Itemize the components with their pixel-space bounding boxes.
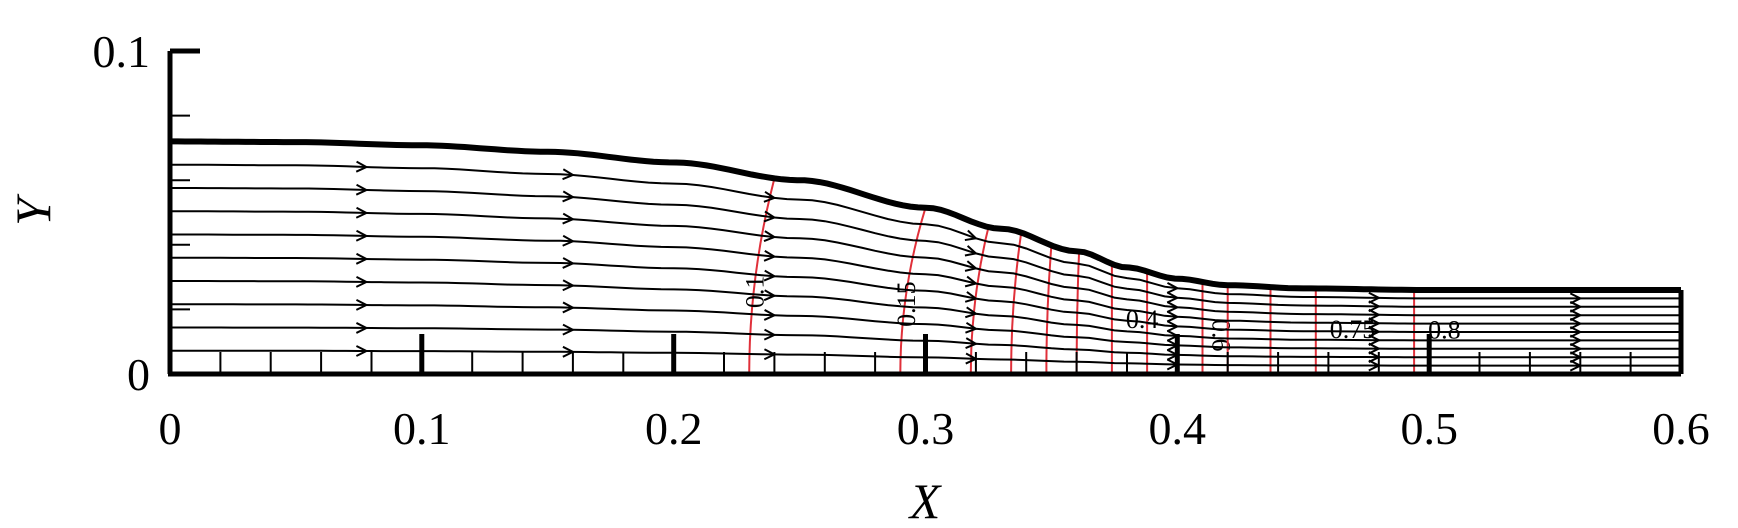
flow-arrow	[355, 275, 369, 288]
flow-arrow	[964, 275, 979, 288]
ticks-layer	[167, 48, 1684, 374]
flow-arrow	[1569, 334, 1583, 347]
wall-profile	[170, 138, 1681, 293]
flow-arrow	[562, 212, 576, 225]
flow-arrow	[1368, 300, 1382, 313]
flow-arrow	[1569, 309, 1583, 322]
flow-arrow	[355, 160, 369, 173]
flow-arrow	[763, 250, 777, 262]
wall-layer	[170, 138, 1681, 293]
flow-arrow	[965, 321, 979, 334]
flow-arrow	[964, 306, 979, 319]
x-tick-label: 0	[159, 403, 182, 454]
flow-arrow	[1368, 325, 1382, 338]
streamline	[170, 256, 1681, 333]
flow-arrow	[562, 234, 576, 247]
streamline	[170, 187, 1681, 308]
flow-arrow	[562, 279, 576, 292]
flow-arrow	[965, 337, 979, 350]
flow-arrow	[1368, 291, 1382, 304]
flow-arrow	[355, 229, 369, 242]
flow-arrow	[562, 323, 576, 336]
flow-arrow	[763, 190, 777, 203]
flow-arrow	[1569, 342, 1583, 355]
y-axis-title: Y	[5, 193, 61, 226]
flow-arrow	[562, 345, 576, 358]
flow-arrow	[1569, 300, 1583, 313]
flow-arrow	[964, 291, 979, 303]
flow-arrow	[355, 252, 369, 265]
flow-arrow	[1166, 320, 1180, 333]
flow-arrow	[964, 245, 979, 257]
flow-arrow	[964, 260, 979, 272]
flow-arrow	[1569, 317, 1583, 330]
flow-arrow	[1368, 342, 1382, 355]
contour-line	[748, 178, 776, 375]
flow-arrow	[1368, 334, 1382, 347]
contour-label: 0.4	[1126, 305, 1159, 334]
flow-arrow	[562, 190, 576, 203]
flow-arrow	[763, 328, 777, 341]
streamline-layer	[170, 160, 1681, 372]
contour-line	[1010, 232, 1023, 375]
flow-arrow	[763, 309, 777, 321]
flow-arrow	[964, 229, 979, 242]
streamline	[170, 210, 1681, 317]
flow-arrow	[562, 257, 576, 269]
flow-arrow	[1166, 291, 1180, 304]
flow-arrow	[763, 210, 777, 223]
x-axis-title: X	[908, 473, 943, 528]
flow-arrow	[355, 183, 369, 196]
flow-arrow	[1569, 326, 1583, 338]
flow-arrow	[1166, 301, 1180, 313]
flow-arrow	[1368, 308, 1382, 321]
flow-arrow	[355, 299, 369, 311]
contour-line	[969, 226, 990, 375]
x-tick-label: 0.5	[1400, 403, 1458, 454]
flow-arrow	[562, 168, 576, 181]
x-tick-label: 0.1	[393, 403, 451, 454]
flow-arrow	[763, 269, 777, 282]
x-tick-label: 0.6	[1652, 403, 1710, 454]
x-tick-label: 0.4	[1149, 403, 1207, 454]
flow-arrow	[1569, 292, 1583, 305]
flow-arrow	[763, 230, 777, 243]
y-tick-label: 0.1	[93, 26, 151, 77]
y-tick-label: 0	[127, 349, 150, 400]
flow-arrow	[355, 345, 369, 357]
x-tick-label: 0.2	[645, 403, 703, 454]
x-tick-label: 0.3	[897, 403, 955, 454]
flow-arrow	[763, 289, 777, 302]
flow-arrow	[1368, 317, 1382, 330]
labels-layer: X Y 0 0.1 0.2 0.3 0.4 0.5 0.6 0 0.1	[5, 26, 1710, 528]
streamline	[170, 233, 1681, 325]
flow-arrow	[562, 301, 576, 314]
flow-arrow	[355, 206, 369, 219]
flow-arrow	[1166, 281, 1180, 294]
flow-arrow	[1166, 310, 1180, 323]
flow-arrow	[355, 322, 369, 334]
streamline	[170, 163, 1681, 300]
